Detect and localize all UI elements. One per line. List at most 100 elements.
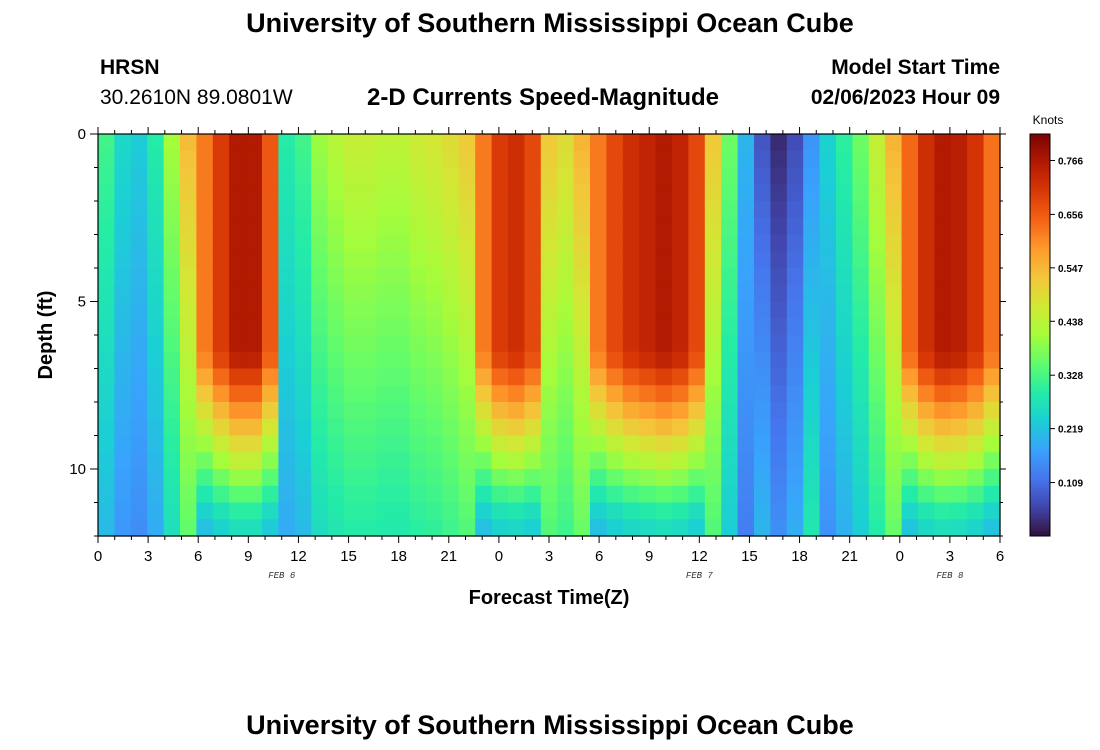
heat-cell (409, 385, 427, 403)
heat-cell (590, 184, 607, 202)
heat-cell (262, 184, 279, 202)
heat-cell (327, 284, 345, 303)
heat-cell (294, 284, 312, 303)
heat-cell (770, 435, 788, 453)
heat-cell (868, 234, 886, 252)
heat-cell (885, 452, 903, 470)
heat-cell (622, 150, 640, 169)
heat-cell (294, 435, 312, 453)
heat-cell (754, 301, 771, 319)
heat-cell (475, 201, 493, 219)
heat-cell (130, 184, 148, 202)
heat-cell (344, 435, 361, 453)
heat-cell (475, 452, 493, 470)
heat-cell (688, 217, 706, 236)
heat-cell (688, 284, 706, 303)
heat-cell (655, 418, 673, 437)
heat-cell (245, 335, 263, 353)
heat-cell (983, 201, 1001, 219)
heat-cell (114, 385, 132, 403)
heat-cell (852, 284, 870, 303)
heat-cell (327, 301, 345, 319)
heat-cell (918, 301, 935, 319)
heat-cell (639, 485, 657, 504)
heat-cell (229, 150, 247, 169)
heat-cell (475, 502, 493, 520)
heat-cell (491, 351, 509, 370)
heat-cell (212, 368, 230, 386)
heat-cell (491, 217, 509, 236)
heat-cell (590, 301, 607, 319)
heat-cell (573, 284, 591, 303)
heat-cell (622, 217, 640, 236)
heat-cell (573, 301, 591, 319)
heat-cell (426, 234, 443, 252)
heat-cell (639, 519, 657, 537)
heat-cell (98, 469, 115, 487)
heat-cell (147, 268, 165, 286)
heat-cell (114, 335, 132, 353)
heat-cell (262, 418, 279, 437)
heat-cell (147, 134, 165, 152)
heat-cell (196, 469, 214, 487)
heat-cell (212, 435, 230, 453)
heat-cell (294, 351, 312, 370)
heat-cell (278, 485, 296, 504)
heat-cell (590, 519, 607, 537)
heat-cell (655, 469, 673, 487)
heat-cell (721, 368, 739, 386)
heat-cell (212, 184, 230, 202)
heat-cell (934, 150, 952, 169)
heat-cell (294, 134, 312, 152)
heat-cell (147, 150, 165, 169)
heat-cell (98, 167, 115, 185)
heat-cell (590, 150, 607, 169)
heat-cell (245, 351, 263, 370)
heat-cell (98, 452, 115, 470)
heat-cell (573, 452, 591, 470)
heat-cell (786, 469, 804, 487)
heat-cell (540, 150, 558, 169)
heat-cell (180, 217, 197, 236)
heat-cell (557, 318, 575, 336)
heat-cell (918, 485, 935, 504)
heat-cell (901, 184, 919, 202)
heat-cell (180, 318, 197, 336)
heat-cell (475, 301, 493, 319)
heat-cell (327, 150, 345, 169)
heat-cell (573, 234, 591, 252)
heat-cell (229, 335, 247, 353)
heat-cell (836, 385, 853, 403)
heat-cell (212, 418, 230, 437)
heat-cell (590, 368, 607, 386)
heat-cell (704, 201, 722, 219)
heat-cell (934, 167, 952, 185)
heat-cell (114, 134, 132, 152)
heat-cell (360, 402, 378, 420)
heat-cell (622, 268, 640, 286)
heat-cell (672, 452, 689, 470)
heat-cell (819, 452, 837, 470)
heat-cell (655, 385, 673, 403)
heat-cell (852, 435, 870, 453)
heat-cell (508, 368, 525, 386)
heat-cell (475, 368, 493, 386)
heat-cell (212, 234, 230, 252)
heat-cell (147, 402, 165, 420)
x-tick-label: 0 (896, 548, 904, 565)
heat-cell (540, 418, 558, 437)
heat-cell (786, 150, 804, 169)
heat-cell (836, 268, 853, 286)
x-tick-label: 21 (841, 548, 858, 565)
heat-cell (344, 134, 361, 152)
heat-cell (130, 251, 148, 269)
heat-cell (901, 368, 919, 386)
heat-cell (639, 368, 657, 386)
heat-cell (639, 385, 657, 403)
heat-cell (114, 301, 132, 319)
heat-cell (278, 469, 296, 487)
heat-cell (967, 234, 985, 252)
heat-cell (196, 485, 214, 504)
heat-cell (704, 519, 722, 537)
